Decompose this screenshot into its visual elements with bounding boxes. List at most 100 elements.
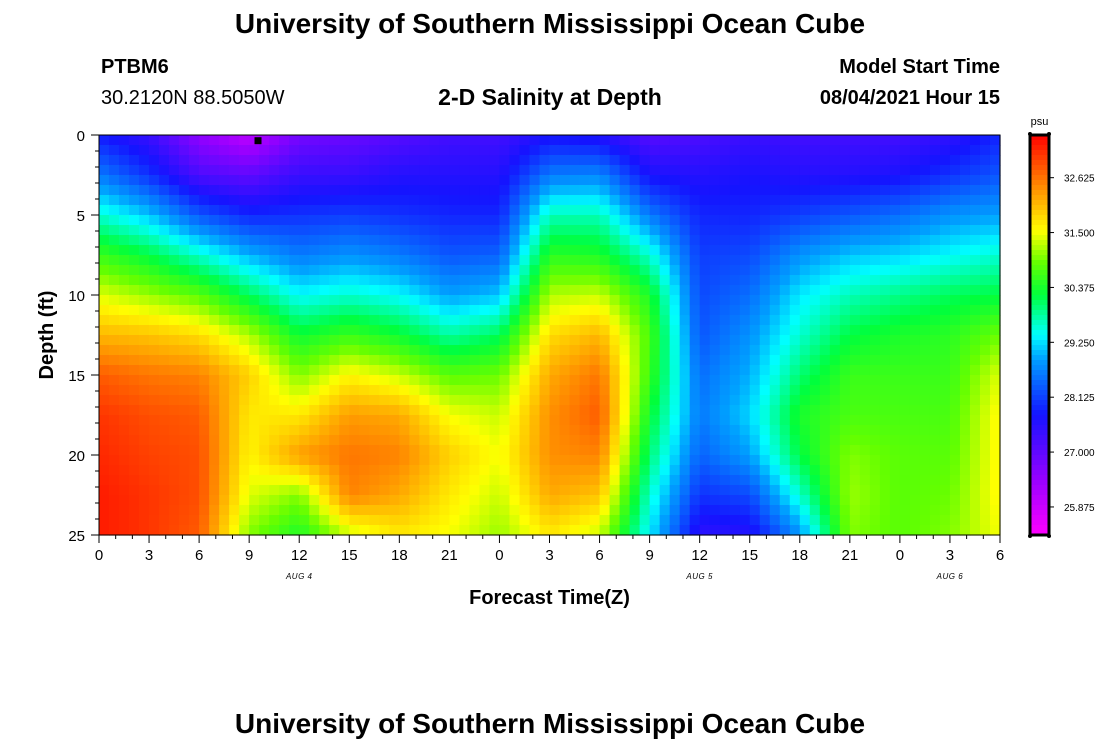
heatmap-cell (789, 255, 801, 266)
heatmap-cell (319, 235, 330, 246)
heatmap-cell (219, 365, 230, 376)
heatmap-cell (849, 415, 861, 426)
heatmap-cell (889, 165, 901, 176)
heatmap-cell (139, 415, 150, 426)
heatmap-cell (779, 335, 791, 346)
heatmap-cell (109, 285, 120, 296)
heatmap-cell (369, 405, 380, 416)
heatmap-cell (979, 285, 991, 296)
heatmap-cell (769, 225, 781, 236)
heatmap-cell (509, 135, 521, 146)
heatmap-cell (769, 445, 781, 456)
heatmap-cell (939, 435, 951, 446)
heatmap-cell (469, 365, 481, 376)
heatmap-cell (969, 455, 981, 466)
heatmap-cell (659, 425, 671, 436)
heatmap-cell (279, 425, 290, 436)
heatmap-cell (499, 485, 511, 496)
heatmap-cell (839, 435, 851, 446)
heatmap-cell (389, 165, 400, 176)
heatmap-cell (629, 405, 641, 416)
heatmap-cell (359, 455, 370, 466)
heatmap-cell (379, 135, 390, 146)
heatmap-cell (109, 515, 120, 526)
heatmap-cell (729, 515, 741, 526)
heatmap-cell (449, 365, 460, 376)
heatmap-cell (949, 515, 961, 526)
heatmap-cell (899, 415, 911, 426)
heatmap-cell (199, 365, 210, 376)
heatmap-cell (829, 195, 841, 206)
heatmap-cell (539, 255, 551, 266)
heatmap-cell (559, 365, 571, 376)
heatmap-cell (949, 395, 961, 406)
heatmap-cell (169, 245, 180, 256)
heatmap-cell (769, 425, 781, 436)
heatmap-cell (429, 225, 440, 236)
heatmap-cell (149, 455, 160, 466)
heatmap-cell (739, 235, 751, 246)
heatmap-cell (489, 175, 501, 186)
heatmap-cell (659, 225, 671, 236)
heatmap-cell (139, 295, 150, 306)
heatmap-cell (599, 325, 611, 336)
heatmap-cell (529, 415, 541, 426)
heatmap-cell (609, 145, 621, 156)
heatmap-cell (379, 205, 390, 216)
heatmap-cell (529, 145, 541, 156)
heatmap-cell (649, 365, 661, 376)
heatmap-cell (579, 285, 591, 296)
heatmap-cell (889, 355, 901, 366)
heatmap-cell (679, 245, 691, 256)
heatmap-cell (909, 185, 921, 196)
heatmap-cell (879, 275, 891, 286)
heatmap-cell (189, 305, 200, 316)
heatmap-cell (309, 175, 320, 186)
heatmap-cell (249, 345, 260, 356)
heatmap-cell (789, 205, 801, 216)
heatmap-cell (959, 255, 971, 266)
heatmap-cell (419, 205, 430, 216)
heatmap-cell (439, 165, 450, 176)
heatmap-cell (929, 175, 941, 186)
heatmap-cell (829, 155, 841, 166)
heatmap-cell (879, 435, 891, 446)
heatmap-cell (559, 435, 571, 446)
heatmap-cell (649, 155, 661, 166)
heatmap-cell (389, 255, 400, 266)
heatmap-cell (729, 155, 741, 166)
heatmap-cell (489, 515, 501, 526)
heatmap-cell (309, 385, 320, 396)
heatmap-cell (519, 275, 531, 286)
heatmap-cell (969, 495, 981, 506)
heatmap-cell (239, 515, 250, 526)
heatmap-cell (459, 515, 471, 526)
heatmap-cell (459, 335, 471, 346)
heatmap-cell (609, 325, 621, 336)
heatmap-cell (679, 295, 691, 306)
heatmap-cell (399, 275, 410, 286)
colorbar-cell (1030, 460, 1049, 466)
heatmap-cell (879, 325, 891, 336)
heatmap-cell (569, 435, 581, 446)
heatmap-cell (229, 245, 240, 256)
heatmap-cell (219, 405, 230, 416)
heatmap-cell (469, 525, 481, 536)
heatmap-cell (759, 245, 771, 256)
heatmap-cell (669, 265, 681, 276)
heatmap-cell (549, 165, 561, 176)
heatmap-cell (199, 505, 210, 516)
heatmap-cell (119, 445, 130, 456)
heatmap-cell (929, 185, 941, 196)
heatmap-cell (279, 395, 290, 406)
heatmap-cell (979, 265, 991, 276)
heatmap-cell (439, 325, 450, 336)
heatmap-cell (299, 515, 310, 526)
heatmap-cell (179, 215, 190, 226)
heatmap-cell (99, 315, 110, 326)
heatmap-cell (549, 335, 561, 346)
heatmap-cell (509, 215, 521, 226)
heatmap-cell (309, 505, 320, 516)
heatmap-cell (159, 255, 170, 266)
heatmap-cell (179, 185, 190, 196)
